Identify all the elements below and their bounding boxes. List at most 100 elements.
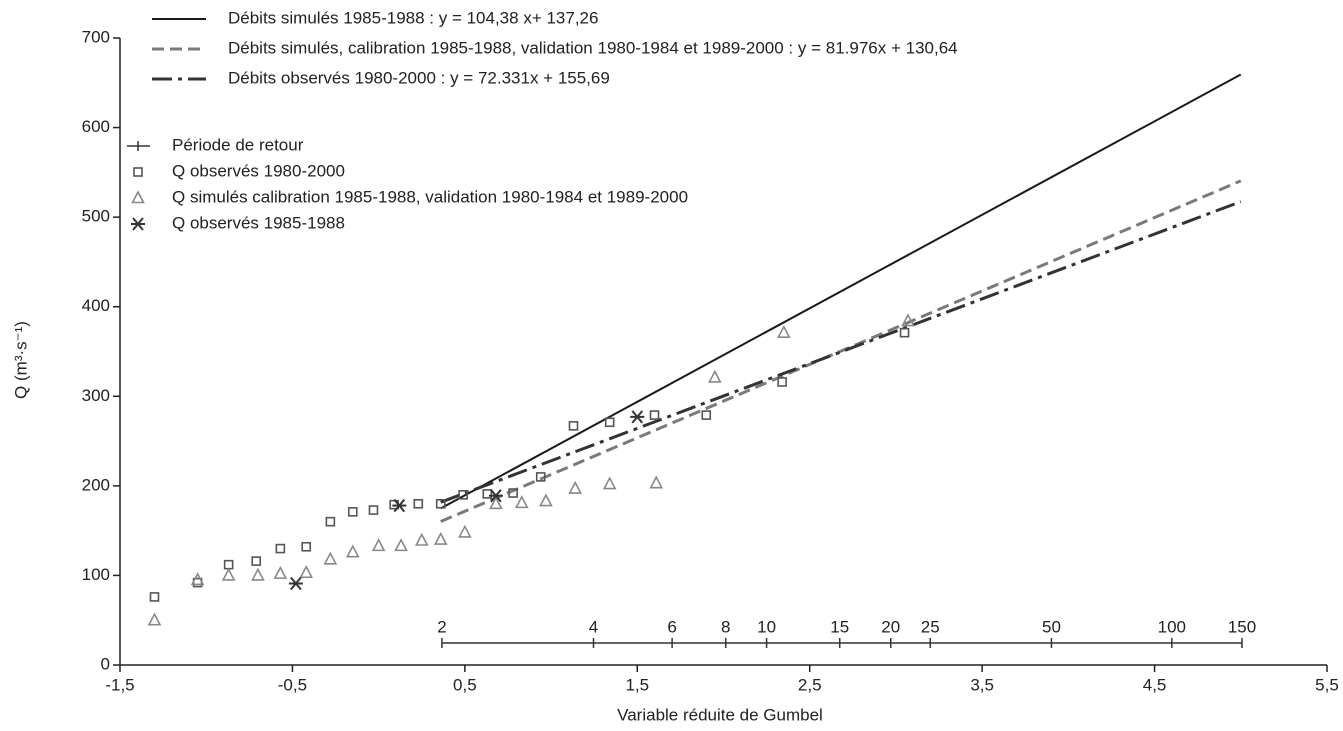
square bbox=[777, 377, 787, 387]
marker-triangle bbox=[901, 313, 915, 327]
triangle bbox=[190, 572, 205, 586]
marker-square bbox=[435, 498, 446, 509]
marker-square bbox=[701, 410, 712, 420]
square bbox=[149, 592, 160, 602]
return-period-label: 20 bbox=[881, 617, 900, 636]
y-axis-label: Q (m³·s⁻¹) bbox=[11, 321, 30, 399]
square bbox=[301, 541, 312, 552]
triangle bbox=[299, 565, 314, 579]
marker-square bbox=[508, 488, 518, 498]
marker-square bbox=[325, 516, 336, 527]
y-tick-label: 600 bbox=[82, 117, 110, 136]
y-tick-label: 500 bbox=[82, 207, 110, 226]
square bbox=[508, 488, 518, 498]
square bbox=[568, 421, 579, 431]
marker-square bbox=[149, 592, 160, 602]
x-tick-label: 4,5 bbox=[1143, 675, 1167, 694]
marker-triangle bbox=[371, 538, 386, 552]
square bbox=[347, 507, 358, 517]
marker-triangle bbox=[777, 324, 791, 338]
marker-triangle bbox=[568, 480, 583, 494]
marker-square bbox=[535, 472, 546, 482]
triangle bbox=[371, 538, 386, 552]
square bbox=[368, 505, 379, 515]
triangle bbox=[147, 612, 162, 626]
triangle bbox=[394, 538, 408, 552]
triangle bbox=[433, 531, 448, 545]
square bbox=[251, 556, 262, 566]
triangle bbox=[345, 544, 360, 558]
marker-square bbox=[482, 489, 493, 499]
marker-asterisk bbox=[131, 217, 145, 231]
return-period-label: 100 bbox=[1158, 617, 1186, 636]
square bbox=[275, 543, 286, 554]
triangle bbox=[708, 369, 722, 383]
triangle bbox=[458, 524, 472, 538]
square bbox=[482, 489, 493, 499]
legend-label: Q observés 1980-2000 bbox=[172, 161, 345, 180]
marker-triangle bbox=[514, 495, 529, 509]
marker-square bbox=[413, 498, 424, 509]
square bbox=[535, 472, 546, 482]
marker-square bbox=[899, 327, 910, 338]
marker-triangle bbox=[323, 551, 338, 565]
x-tick-label: 2,5 bbox=[798, 675, 822, 694]
legend-label: Q observés 1985-1988 bbox=[172, 213, 345, 232]
marker-triangle bbox=[394, 538, 408, 552]
triangle bbox=[568, 480, 583, 494]
marker-square bbox=[275, 543, 286, 554]
legend-label: Période de retour bbox=[172, 135, 304, 154]
x-axis-label: Variable réduite de Gumbel bbox=[617, 705, 823, 724]
triangle bbox=[777, 324, 791, 338]
asterisk-stroke bbox=[490, 489, 502, 503]
marker-triangle bbox=[273, 565, 288, 579]
x-tick-label: 1,5 bbox=[625, 675, 649, 694]
x-tick-label: -1,5 bbox=[105, 675, 134, 694]
marker-triangle bbox=[251, 567, 265, 581]
triangle bbox=[539, 493, 553, 507]
marker-square bbox=[458, 490, 468, 500]
marker-triangle bbox=[299, 565, 314, 579]
triangle bbox=[901, 313, 915, 327]
return-period-label: 4 bbox=[589, 617, 598, 636]
marker-square bbox=[568, 421, 579, 431]
triangle bbox=[251, 567, 265, 581]
fit-line bbox=[440, 200, 1242, 504]
marker-asterisk bbox=[288, 576, 303, 591]
square bbox=[899, 327, 910, 338]
square bbox=[604, 417, 615, 428]
triangle bbox=[489, 496, 503, 510]
marker-triangle bbox=[708, 369, 722, 383]
marker-square bbox=[604, 417, 615, 428]
fit-line bbox=[440, 179, 1242, 523]
marker-square bbox=[301, 541, 312, 552]
legend-label: Q simulés calibration 1985-1988, validat… bbox=[172, 187, 688, 206]
square bbox=[435, 498, 446, 509]
marker-triangle bbox=[147, 612, 162, 626]
marker-triangle bbox=[345, 544, 360, 558]
asterisk-stroke bbox=[290, 576, 302, 591]
square bbox=[701, 410, 712, 420]
asterisk-stroke bbox=[393, 498, 406, 513]
return-period-label: 2 bbox=[437, 617, 446, 636]
asterisk-stroke bbox=[631, 410, 644, 424]
triangle bbox=[323, 551, 338, 565]
y-tick-label: 0 bbox=[101, 654, 110, 673]
return-period-label: 150 bbox=[1228, 617, 1256, 636]
triangle bbox=[131, 190, 145, 204]
marker-triangle bbox=[131, 190, 145, 204]
y-tick-label: 700 bbox=[82, 27, 110, 46]
marker-square bbox=[368, 505, 379, 515]
marker-square bbox=[251, 556, 262, 566]
marker-square bbox=[223, 559, 234, 570]
marker-triangle bbox=[433, 531, 448, 545]
asterisk-stroke bbox=[132, 217, 144, 231]
y-tick-label: 100 bbox=[82, 565, 110, 584]
marker-triangle bbox=[489, 496, 503, 510]
triangle bbox=[273, 565, 288, 579]
marker-square bbox=[777, 377, 787, 387]
marker-square bbox=[649, 410, 660, 420]
triangle bbox=[602, 476, 617, 490]
square bbox=[223, 559, 234, 570]
